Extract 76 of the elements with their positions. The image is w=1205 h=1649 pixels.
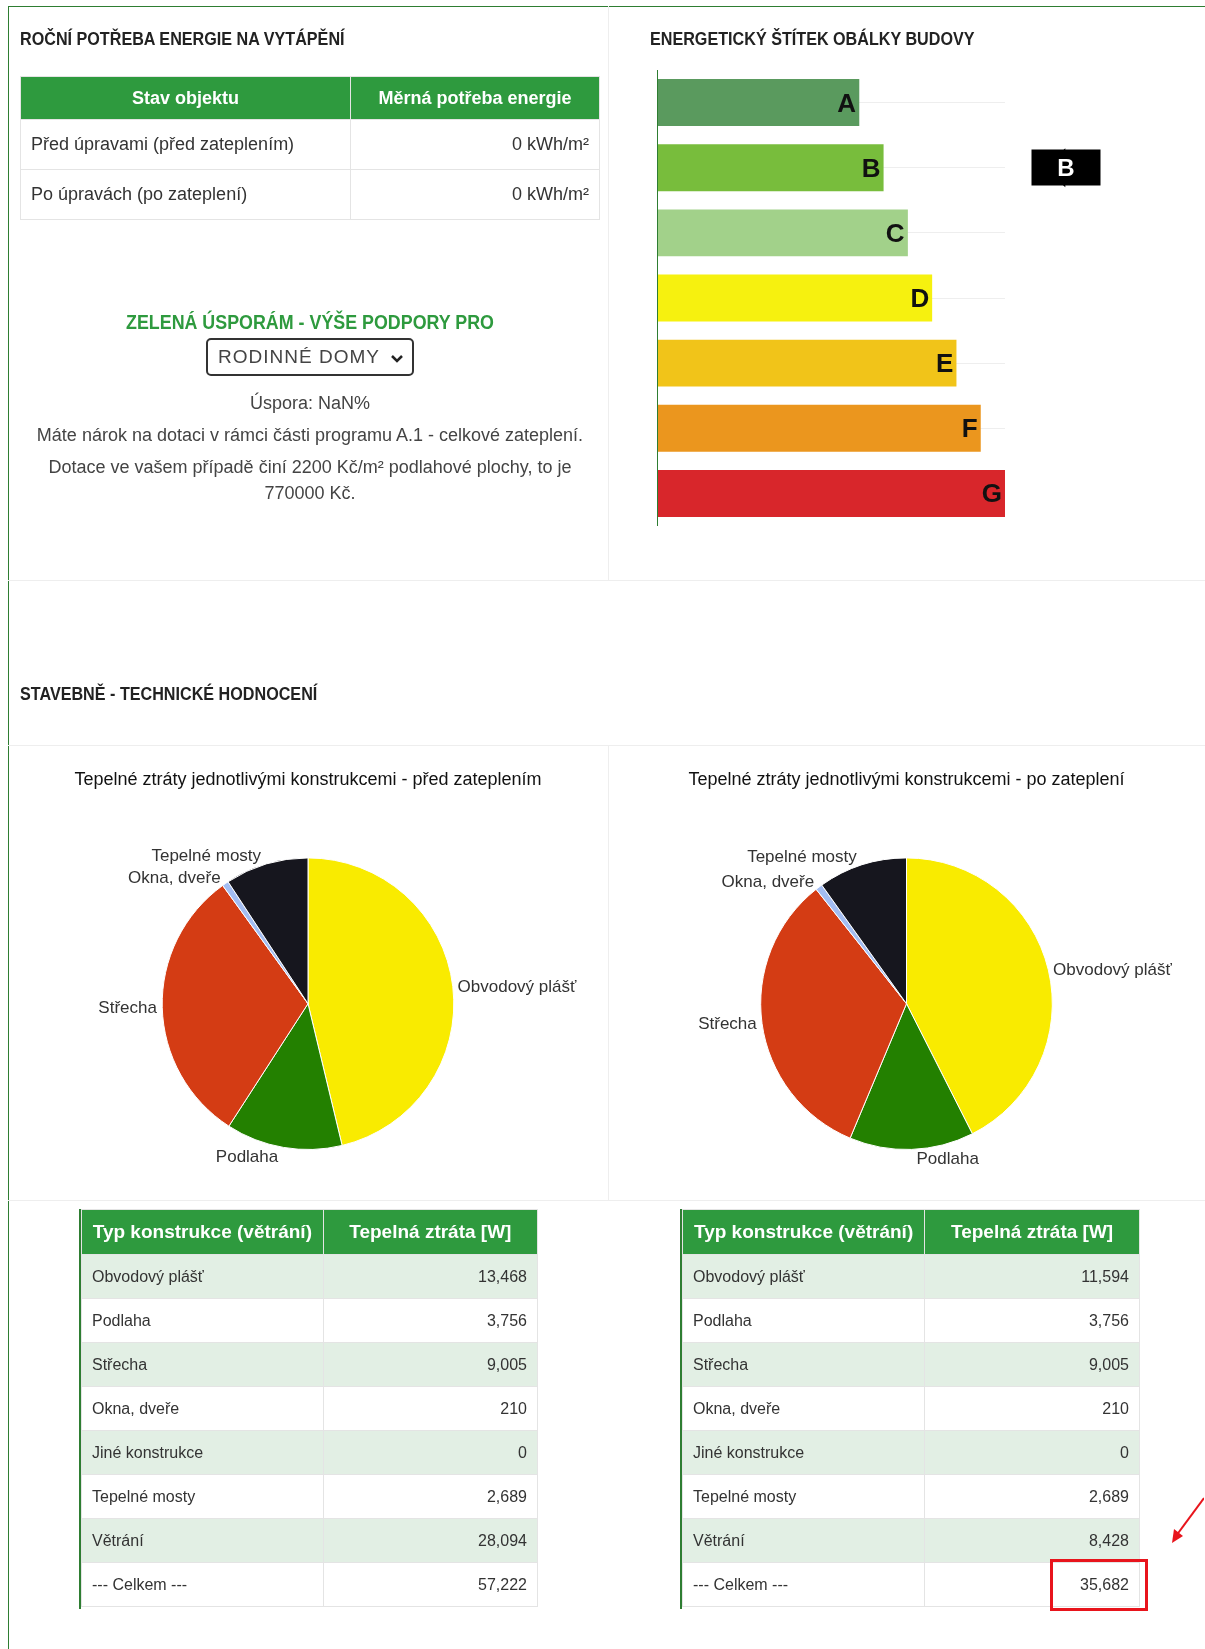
text: Stav objektu	[20, 76, 351, 120]
text: Tepelná ztráta [W]	[924, 1209, 1140, 1255]
text: 2,689	[486, 1487, 527, 1505]
slice-label: Obvodový plášť	[457, 976, 577, 996]
bar	[658, 404, 981, 452]
category-label: Obvodový plášť	[682, 1254, 925, 1299]
bar	[658, 209, 908, 257]
category-label: Před úpravami (před zateplením)	[20, 119, 351, 170]
slice-label: Tepelné mosty	[747, 846, 858, 866]
y-tick-label: G	[981, 478, 1003, 509]
category-label: Tepelné mosty	[81, 1474, 324, 1519]
chart-title: Tepelné ztráty jednotlivými konstrukcemi - před zateplením	[74, 769, 542, 790]
text: STAVEBNĚ - TECHNICKÉ HODNOCENÍ	[20, 683, 319, 705]
text: 0	[518, 1443, 527, 1461]
category-label: Jiné konstrukce	[682, 1430, 925, 1475]
text: Dotace ve vašem případě činí 2200 Kč/m² podlahové plochy, to je 770000 Kč.	[47, 456, 573, 505]
category-label: Střecha	[682, 1342, 925, 1387]
text: 2,689	[1088, 1487, 1129, 1505]
category-label: Po úpravách (po zateplení)	[20, 169, 351, 220]
text: 8,428	[1088, 1531, 1129, 1549]
category-label: Tepelné mosty	[682, 1474, 925, 1519]
category-label: Obvodový plášť	[81, 1254, 324, 1299]
y-tick-label: E	[936, 348, 954, 379]
text: Typ konstrukce (větrání)	[81, 1209, 324, 1255]
text: 210	[500, 1399, 527, 1417]
category-label: Podlaha	[682, 1298, 925, 1343]
text: B	[1057, 154, 1075, 181]
text: 9,005	[486, 1355, 527, 1373]
bar	[658, 339, 957, 387]
text: ZELENÁ ÚSPORÁM - VÝŠE PODPORY PRO	[125, 310, 495, 334]
slice-label: Střecha	[98, 997, 158, 1017]
bar	[658, 274, 933, 322]
text: 0 kWh/m²	[511, 184, 589, 204]
text: Máte nárok na dotaci v rámci části programu A.1 - celkové zateplení.	[35, 424, 585, 447]
slice-label: Obvodový plášť	[1053, 959, 1173, 979]
text: Měrná potřeba energie	[350, 76, 600, 120]
category-label: --- Celkem ---	[682, 1562, 925, 1607]
text: 35,682	[1080, 1575, 1129, 1593]
y-tick-label: C	[885, 217, 905, 248]
slice-label: Střecha	[698, 1014, 758, 1034]
chart-title: Tepelné ztráty jednotlivými konstrukcemi - po zateplení	[688, 769, 1125, 790]
slice-label: Okna, dveře	[128, 867, 221, 887]
y-tick-label: D	[910, 283, 930, 313]
category-label: Větrání	[81, 1518, 324, 1563]
y-tick-label: A	[837, 87, 857, 118]
text: Tepelná ztráta [W]	[323, 1209, 538, 1255]
category-label: Jiné konstrukce	[81, 1430, 324, 1475]
category-label: Podlaha	[81, 1298, 324, 1343]
text: 3,756	[486, 1311, 527, 1329]
text: 11,594	[1081, 1267, 1129, 1285]
category-label: Větrání	[682, 1518, 925, 1563]
y-tick-label: F	[961, 413, 978, 444]
bar	[658, 79, 860, 127]
bar	[658, 469, 1006, 517]
text: 0	[1120, 1443, 1129, 1461]
slice-label: Podlaha	[215, 1147, 279, 1167]
text: Úspora: NaN%	[248, 391, 371, 415]
text: 3,756	[1088, 1311, 1129, 1329]
text: 28,094	[478, 1531, 527, 1549]
chart-title: ENERGETICKÝ ŠTÍTEK OBÁLKY BUDOVY	[650, 28, 976, 50]
category-label: Střecha	[81, 1342, 324, 1387]
text: 13,468	[478, 1267, 527, 1285]
text: ROČNÍ POTŘEBA ENERGIE NA VYTÁPĚNÍ	[20, 28, 346, 50]
category-label: Okna, dveře	[81, 1386, 324, 1431]
bar	[658, 144, 884, 192]
text: 0 kWh/m²	[511, 134, 589, 154]
slice-label: Tepelné mosty	[151, 845, 262, 865]
slice-label: Okna, dveře	[721, 871, 815, 891]
text: Typ konstrukce (větrání)	[682, 1209, 925, 1255]
text: 9,005	[1088, 1355, 1129, 1373]
text: 57,222	[478, 1575, 527, 1593]
category-label: Okna, dveře	[682, 1386, 925, 1431]
text: RODINNÉ DOMY	[206, 338, 414, 376]
category-label: --- Celkem ---	[81, 1562, 324, 1607]
text: 210	[1102, 1399, 1129, 1417]
slice-label: Podlaha	[916, 1149, 980, 1169]
